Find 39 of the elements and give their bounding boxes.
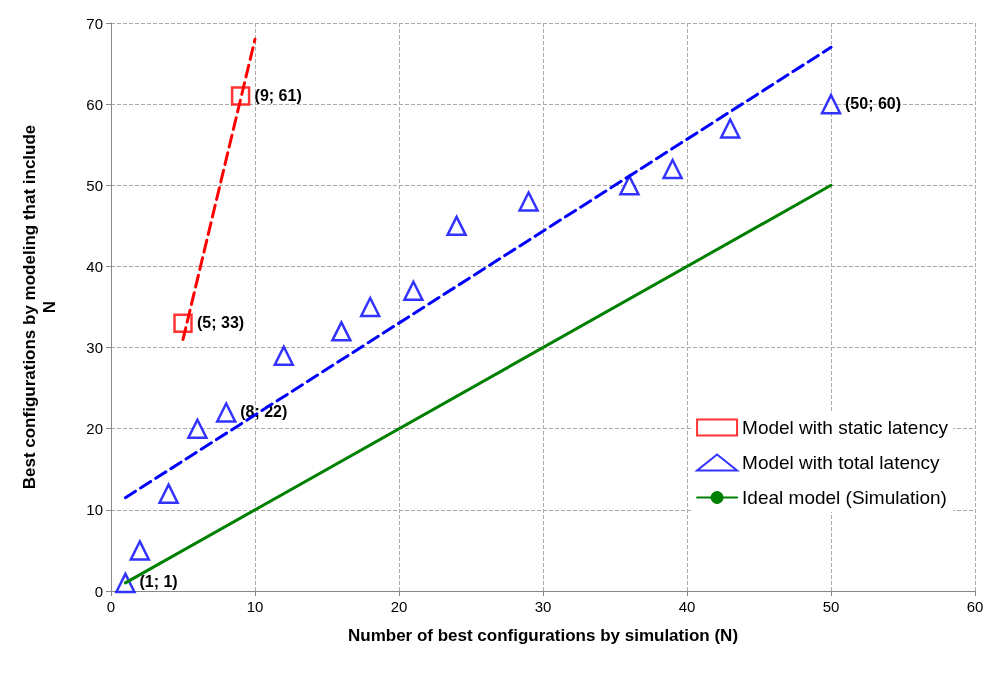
y-tick-label: 0: [94, 582, 103, 600]
y-tick-label: 30: [86, 339, 103, 357]
y-tick-label: 40: [86, 257, 103, 275]
point: [158, 483, 179, 504]
point: [359, 296, 381, 318]
y-tick-label: 70: [86, 14, 103, 32]
x-tick-label: 50: [822, 598, 840, 615]
point: [187, 418, 208, 439]
point: [273, 345, 295, 366]
y-tick-label: 60: [86, 95, 103, 113]
y-tick-label: 20: [86, 420, 103, 438]
point: [446, 215, 467, 237]
x-tick-label: 40: [678, 598, 696, 615]
annotation: (1; 1): [139, 573, 178, 591]
point: [662, 158, 683, 180]
x-tick-label: 20: [390, 598, 408, 615]
point: [129, 540, 151, 561]
point: [115, 572, 136, 594]
x-axis-title: Number of best configurations by simulation (N): [347, 625, 739, 645]
y-tick-label: 50: [86, 176, 103, 194]
legend-label: Ideal model (Simulation): [742, 487, 947, 508]
annotation: (5; 33): [197, 313, 245, 331]
legend-label: Model with static latency: [742, 417, 949, 438]
x-tick-label: 30: [534, 598, 552, 615]
x-tick-label: 0: [106, 598, 116, 615]
point: [518, 191, 539, 212]
y-tick-label: 10: [86, 501, 103, 519]
point: [619, 175, 640, 196]
annotation: (50; 60): [845, 94, 902, 112]
point: [403, 280, 424, 302]
point: [820, 93, 842, 115]
point: [215, 402, 237, 423]
point: [719, 118, 741, 139]
x-tick-label: 10: [246, 598, 264, 615]
legend-label: Model with total latency: [742, 452, 941, 473]
x-tick-label: 60: [966, 598, 984, 615]
point: [331, 321, 352, 342]
y-axis-title: Best configurations by modeling that include N: [19, 124, 59, 490]
annotation: (9; 61): [254, 86, 302, 104]
